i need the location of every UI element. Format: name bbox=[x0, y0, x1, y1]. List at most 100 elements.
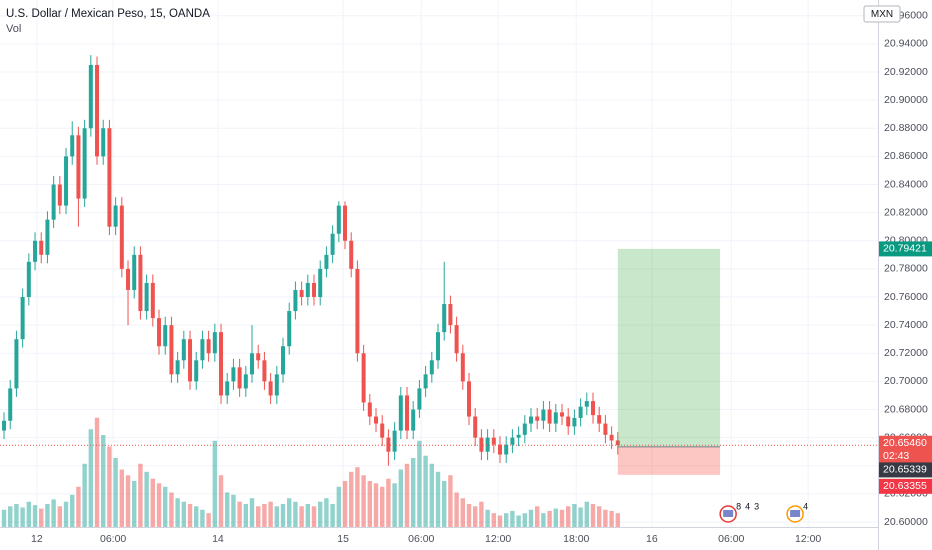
volume-bar bbox=[466, 504, 472, 527]
volume-bar bbox=[293, 501, 298, 527]
volume-bar bbox=[417, 440, 422, 527]
candle-body bbox=[479, 437, 484, 452]
volume-bar bbox=[45, 504, 50, 527]
candle-body bbox=[442, 304, 447, 333]
volume-bar bbox=[522, 513, 528, 527]
candle-body bbox=[615, 440, 620, 446]
candle-body bbox=[274, 374, 279, 396]
y-tick-label: 20.68000 bbox=[884, 403, 928, 415]
candle-body bbox=[126, 268, 131, 290]
candle-body bbox=[70, 135, 75, 157]
candle-body bbox=[597, 415, 602, 424]
volume-bar bbox=[218, 475, 224, 527]
candle-body bbox=[82, 128, 87, 199]
entry-badge bbox=[879, 462, 932, 478]
plot bbox=[0, 55, 878, 527]
volume-bar bbox=[169, 492, 174, 527]
candle-body bbox=[436, 332, 441, 361]
candle-body bbox=[231, 367, 236, 382]
volume-bar bbox=[243, 504, 249, 527]
volume-bar bbox=[442, 481, 447, 527]
x-tick-label: 14 bbox=[212, 533, 224, 545]
candle-body bbox=[541, 409, 546, 421]
x-tick-label: 15 bbox=[337, 533, 349, 545]
volume-bar bbox=[411, 458, 416, 527]
candle-body bbox=[349, 240, 354, 269]
candle-body bbox=[411, 409, 416, 431]
volume-bar bbox=[535, 506, 540, 527]
y-tick-label: 20.70000 bbox=[884, 375, 928, 387]
volume-bar bbox=[1, 509, 7, 527]
volume-bar bbox=[249, 498, 255, 527]
countdown: 02:43 bbox=[883, 450, 909, 462]
volume-bar bbox=[125, 475, 131, 527]
volume-bar bbox=[138, 463, 143, 527]
candle-body bbox=[206, 339, 211, 354]
candle-body bbox=[355, 268, 360, 354]
candle-body bbox=[560, 412, 565, 417]
candle-body bbox=[417, 388, 422, 410]
candle-body bbox=[324, 254, 329, 269]
volume-bar bbox=[200, 509, 205, 527]
candle-body bbox=[392, 430, 397, 452]
candle-body bbox=[2, 420, 7, 431]
candle-body bbox=[256, 353, 261, 361]
stop-label: 20.63355 bbox=[883, 480, 927, 492]
volume-bar bbox=[94, 417, 100, 527]
candle-body bbox=[33, 240, 38, 262]
volume-bar bbox=[349, 471, 354, 527]
candle-body bbox=[113, 205, 118, 227]
candle-body bbox=[473, 416, 478, 438]
event-count: 8 bbox=[736, 501, 741, 511]
volume-bar bbox=[336, 486, 342, 527]
candle-body bbox=[423, 374, 428, 389]
candle-body bbox=[88, 64, 93, 129]
candle-body bbox=[367, 402, 372, 417]
candle-body bbox=[132, 254, 137, 290]
candle-body bbox=[429, 360, 434, 375]
y-tick-label: 20.60000 bbox=[884, 516, 928, 528]
candle-body bbox=[312, 282, 317, 298]
volume-bar bbox=[584, 501, 590, 527]
candle-body bbox=[380, 423, 385, 438]
volume-bar bbox=[225, 492, 230, 527]
volume-bar bbox=[150, 478, 156, 527]
candle-body bbox=[200, 339, 205, 361]
candle-body bbox=[485, 437, 490, 452]
candle-body bbox=[572, 417, 577, 427]
x-tick-label: 12:00 bbox=[795, 533, 821, 545]
volume-bar bbox=[231, 494, 236, 527]
volume-bar bbox=[63, 501, 69, 527]
volume-bar bbox=[82, 463, 87, 527]
candle-body bbox=[188, 339, 193, 382]
candle-body bbox=[8, 388, 13, 421]
candle-body bbox=[566, 416, 571, 427]
volume-bar bbox=[299, 506, 304, 527]
volume-bar bbox=[566, 506, 571, 527]
candle-body bbox=[107, 128, 112, 227]
volume-bar bbox=[287, 498, 292, 527]
candle-body bbox=[584, 401, 589, 407]
candle-body bbox=[51, 184, 56, 220]
candle-body bbox=[547, 409, 552, 424]
candle-body bbox=[150, 282, 155, 319]
candle-body bbox=[504, 444, 509, 455]
currency-label[interactable]: MXN bbox=[871, 9, 893, 20]
volume-bar bbox=[404, 463, 410, 527]
currency-badge[interactable] bbox=[863, 5, 901, 23]
candle-body bbox=[460, 353, 465, 382]
volume-bar bbox=[268, 501, 273, 527]
y-tick-label: 20.90000 bbox=[884, 94, 928, 106]
volume-bar bbox=[510, 510, 515, 527]
y-tick-label: 20.96000 bbox=[884, 10, 928, 22]
volume-bar bbox=[187, 504, 193, 527]
volume-bar bbox=[88, 429, 94, 527]
volume-bar bbox=[20, 507, 25, 527]
candle-body bbox=[225, 381, 230, 396]
volume-bar bbox=[256, 506, 261, 527]
volume-bar bbox=[392, 483, 397, 527]
candle-body bbox=[498, 444, 503, 455]
target-label: 20.79421 bbox=[883, 243, 927, 255]
axes: 20.6000020.6200020.6400020.6600020.68000… bbox=[31, 10, 932, 545]
volume-bar bbox=[57, 506, 63, 527]
